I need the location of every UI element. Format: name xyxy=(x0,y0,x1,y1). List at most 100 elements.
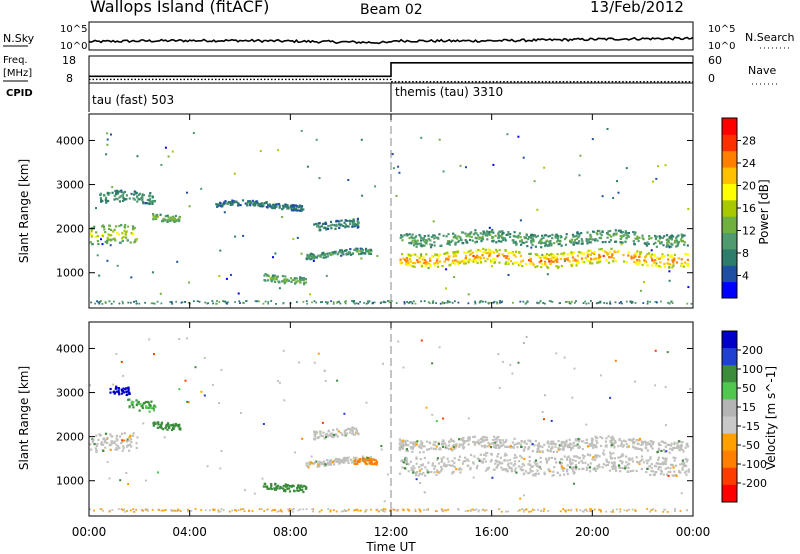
scatter-cell xyxy=(123,226,127,229)
scatter-cell xyxy=(323,437,326,440)
scatter-cell xyxy=(92,438,95,441)
scatter-cell xyxy=(316,465,319,468)
scatter-cell xyxy=(574,301,576,304)
scatter-cell xyxy=(465,241,468,244)
scatter-cell xyxy=(514,463,517,466)
scatter-cell xyxy=(638,262,641,265)
scatter-cell xyxy=(321,252,324,255)
scatter-cell xyxy=(441,509,444,511)
scatter-cell xyxy=(300,129,303,132)
scatter-cell xyxy=(515,456,518,459)
scatter-cell xyxy=(220,450,223,452)
scatter-cell xyxy=(496,255,499,258)
scatter-cell xyxy=(647,443,650,446)
scatter-cell xyxy=(118,224,121,228)
scatter-cell xyxy=(321,435,324,438)
scatter-cell xyxy=(145,406,148,409)
scatter-cell xyxy=(681,463,685,466)
scatter-cell xyxy=(459,236,462,239)
scatter-cell xyxy=(486,251,489,254)
scatter-cell xyxy=(593,458,597,461)
scatter-cell xyxy=(293,278,296,281)
scatter-cell xyxy=(404,260,408,263)
scatter-cell xyxy=(595,232,598,235)
scatter-cell xyxy=(90,228,93,231)
scatter-cell xyxy=(686,445,690,448)
scatter-cell xyxy=(592,468,595,471)
scatter-cell xyxy=(417,242,420,245)
scatter-cell xyxy=(284,485,287,488)
scatter-cell xyxy=(487,248,490,251)
scatter-cell xyxy=(582,510,585,513)
scatter-cell xyxy=(608,256,611,259)
scatter-cell xyxy=(672,262,675,265)
colorbar-cell xyxy=(722,232,737,250)
scatter-cell xyxy=(363,302,365,304)
scatter-cell xyxy=(421,463,424,466)
scatter-cell xyxy=(254,300,257,302)
scatter-cell xyxy=(619,459,622,462)
scatter-cell xyxy=(656,256,659,259)
scatter-cell xyxy=(187,508,189,511)
scatter-cell xyxy=(267,274,270,277)
scatter-cell xyxy=(494,446,497,449)
scatter-cell xyxy=(262,485,265,488)
scatter-cell xyxy=(571,233,575,236)
scatter-cell xyxy=(382,508,385,510)
scatter-cell xyxy=(552,474,555,477)
scatter-cell xyxy=(468,436,471,439)
scatter-cell xyxy=(636,263,639,266)
scatter-cell xyxy=(648,235,651,238)
scatter-cell xyxy=(634,446,637,449)
scatter-cell xyxy=(646,449,649,452)
scatter-cell xyxy=(643,281,645,284)
scatter-cell xyxy=(470,259,474,262)
scatter-cell xyxy=(667,443,670,447)
scatter-cell xyxy=(98,433,101,436)
scatter-cell xyxy=(584,461,587,464)
scatter-cell xyxy=(152,199,155,203)
scatter-cell xyxy=(464,232,467,235)
scatter-cell xyxy=(299,508,302,511)
scatter-cell xyxy=(198,300,201,303)
scatter-cell xyxy=(347,253,350,256)
scatter-cell xyxy=(89,241,92,244)
scatter-cell xyxy=(420,254,423,258)
scatter-cell xyxy=(662,510,665,513)
scatter-cell xyxy=(99,434,102,437)
scatter-cell xyxy=(458,455,461,458)
scatter-cell xyxy=(120,442,123,445)
scatter-cell xyxy=(525,262,528,265)
scatter-cell xyxy=(437,462,440,465)
scatter-cell xyxy=(475,232,478,235)
scatter-cell xyxy=(515,471,518,474)
scatter-cell xyxy=(122,447,125,450)
scatter-cell xyxy=(112,383,115,386)
scatter-cell xyxy=(649,443,652,446)
scatter-cell xyxy=(625,461,628,464)
scatter-cell xyxy=(536,253,539,256)
scatter-cell xyxy=(284,490,287,493)
scatter-cell xyxy=(543,234,547,237)
scatter-cell xyxy=(676,442,679,445)
scatter-cell xyxy=(663,235,666,238)
scatter-cell xyxy=(340,254,343,257)
scatter-cell xyxy=(650,445,653,448)
scatter-cell xyxy=(277,379,280,382)
scatter-cell xyxy=(306,464,309,467)
scatter-cell xyxy=(146,202,149,205)
scatter-cell xyxy=(657,462,660,465)
scatter-cell xyxy=(486,438,489,441)
scatter-cell xyxy=(536,450,539,453)
scatter-cell xyxy=(532,474,535,477)
scatter-cell xyxy=(672,456,675,459)
scatter-cell xyxy=(675,245,678,248)
scatter-cell xyxy=(154,422,157,425)
scatter-cell xyxy=(634,380,636,383)
scatter-cell xyxy=(487,441,490,444)
scatter-cell xyxy=(575,261,579,265)
scatter-cell xyxy=(587,249,590,252)
scatter-cell xyxy=(248,509,250,512)
scatter-cell xyxy=(541,411,544,413)
scatter-cell xyxy=(427,234,430,237)
